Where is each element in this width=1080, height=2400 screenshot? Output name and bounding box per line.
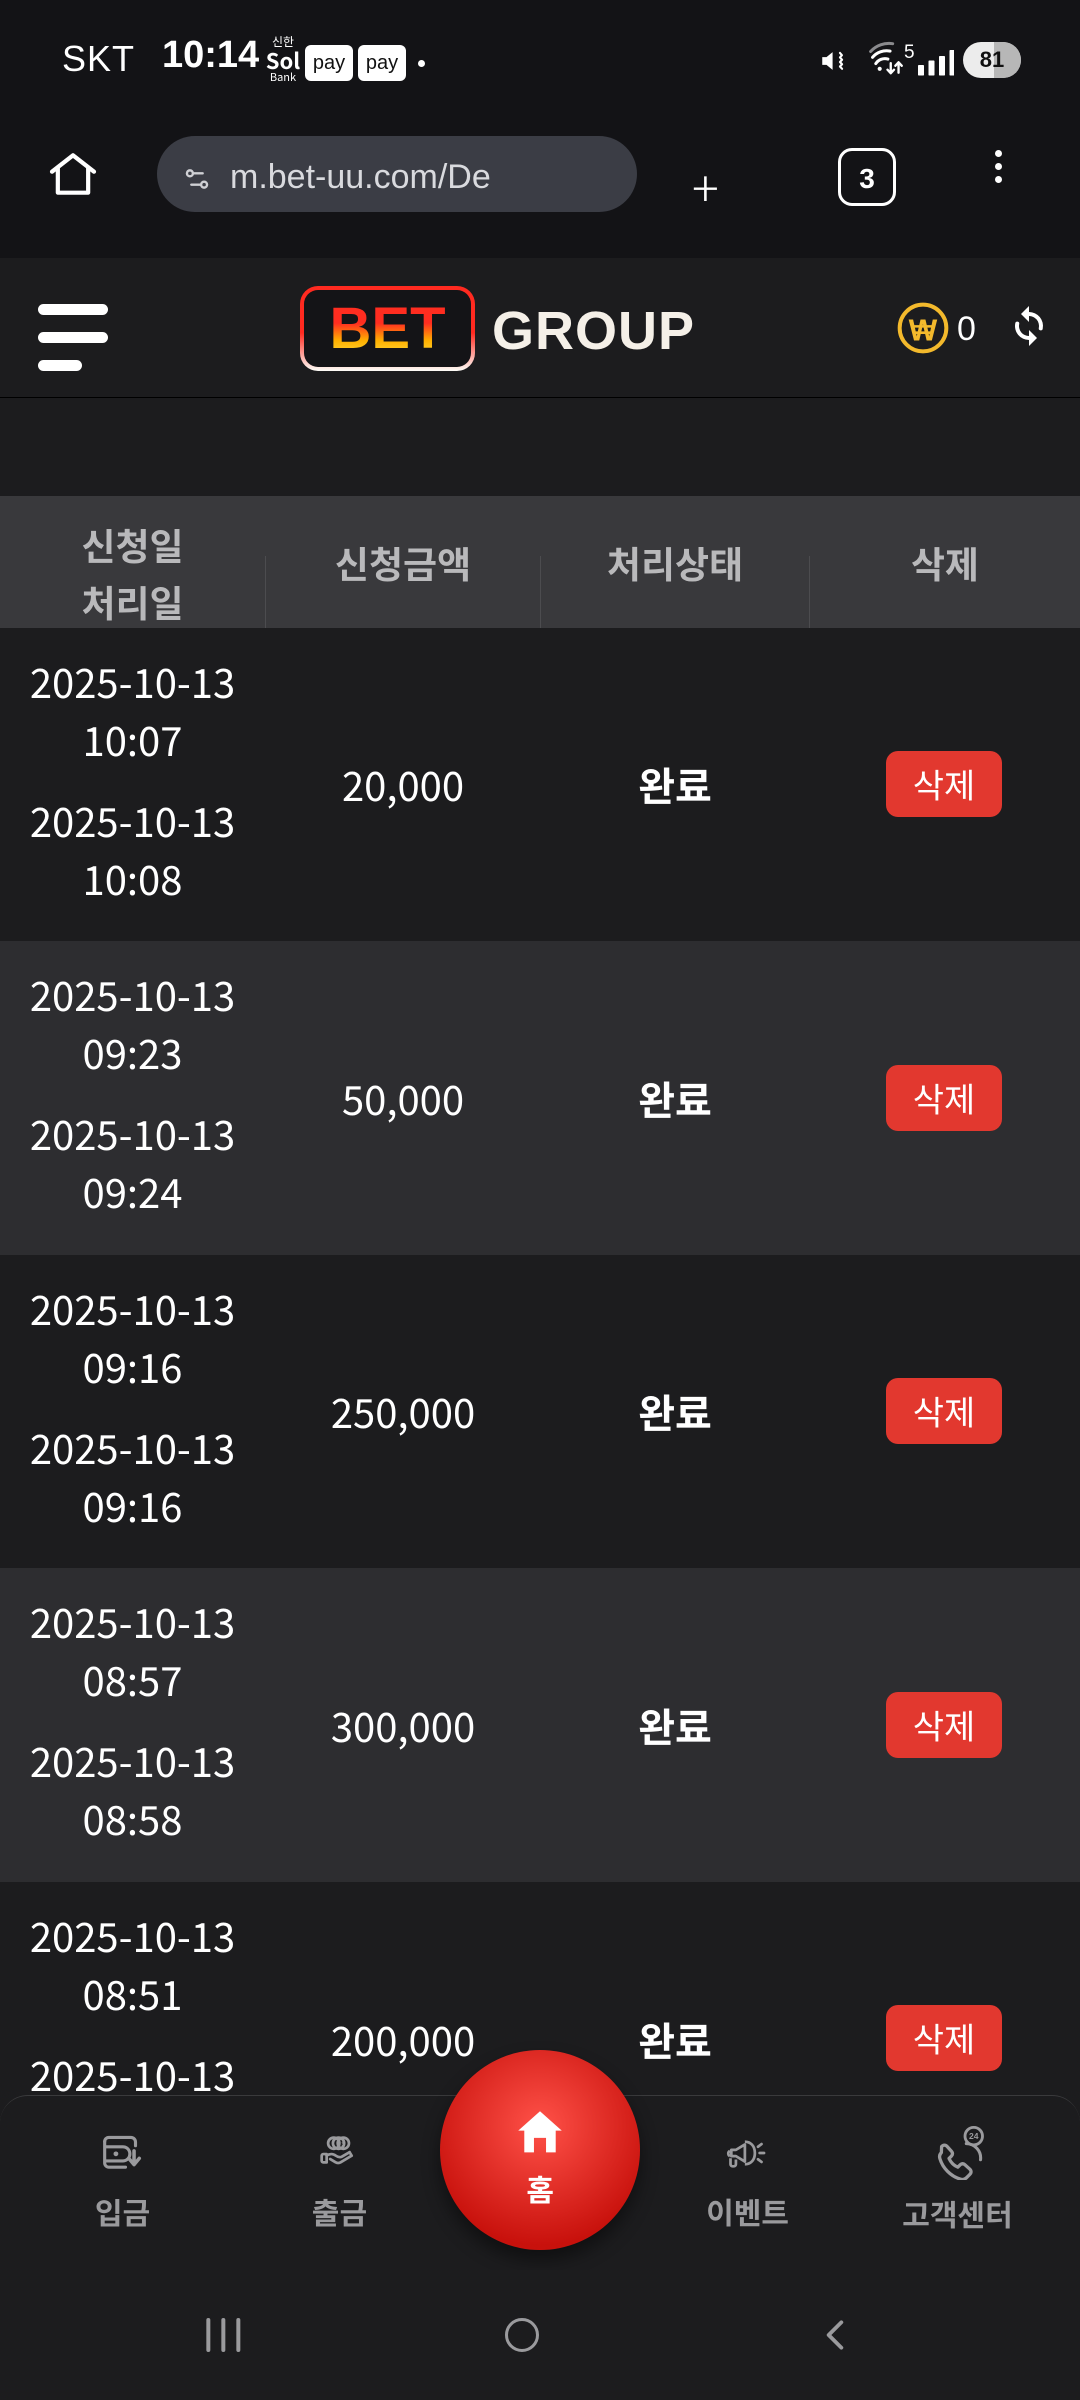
svg-text:W: W (909, 314, 938, 347)
svg-text:24: 24 (969, 2131, 979, 2141)
svg-text:$: $ (341, 2141, 345, 2148)
